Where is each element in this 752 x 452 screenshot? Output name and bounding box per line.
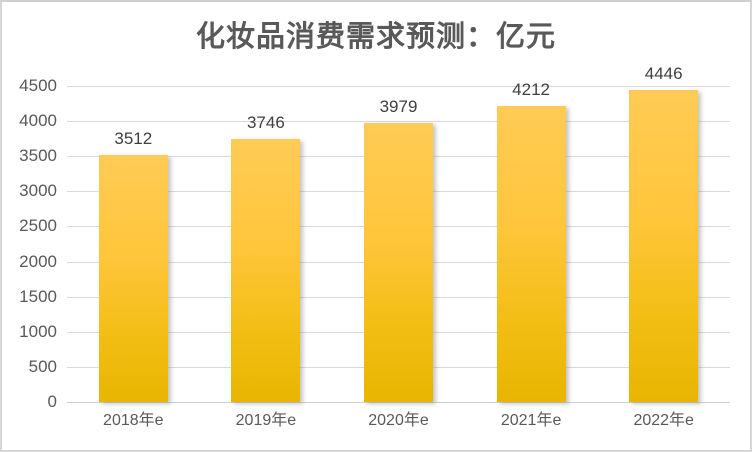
x-axis-tick-label: 2021年e bbox=[500, 412, 562, 429]
bar bbox=[496, 106, 566, 402]
y-axis-tick-label: 4000 bbox=[19, 111, 57, 131]
chart-title: 化妆品消费需求预测：亿元 bbox=[195, 19, 556, 53]
bar bbox=[629, 89, 699, 402]
bar bbox=[98, 155, 168, 402]
x-axis-tick-label: 2020年e bbox=[368, 412, 429, 429]
bar bbox=[364, 122, 433, 402]
bar-value-label: 4212 bbox=[512, 80, 550, 100]
y-axis-tick-label: 1000 bbox=[19, 321, 57, 341]
bar-value-label: 3979 bbox=[379, 96, 418, 116]
y-axis-tick-label: 0 bbox=[47, 392, 57, 411]
gridline bbox=[67, 402, 730, 403]
y-axis-tick-label: 1500 bbox=[19, 286, 57, 306]
y-axis-tick-label: 500 bbox=[28, 356, 57, 376]
y-axis-tick-label: 2000 bbox=[19, 251, 57, 271]
y-axis-tick-label: 2500 bbox=[19, 216, 57, 236]
x-axis-tick-label: 2022年e bbox=[633, 412, 694, 429]
y-axis-tick-label: 3000 bbox=[19, 181, 57, 201]
x-axis-tick-label: 2018年e bbox=[103, 412, 164, 429]
y-axis-tick-label: 3500 bbox=[19, 146, 57, 166]
x-axis-tick-label: 2019年e bbox=[235, 412, 297, 429]
y-axis-tick-label: 4500 bbox=[19, 76, 57, 95]
bar bbox=[231, 138, 301, 402]
gridline bbox=[67, 121, 730, 123]
bar-value-label: 3512 bbox=[114, 129, 153, 149]
gridline bbox=[67, 86, 730, 87]
bar-value-label: 4446 bbox=[644, 63, 683, 83]
bar-value-label: 3746 bbox=[246, 112, 285, 132]
